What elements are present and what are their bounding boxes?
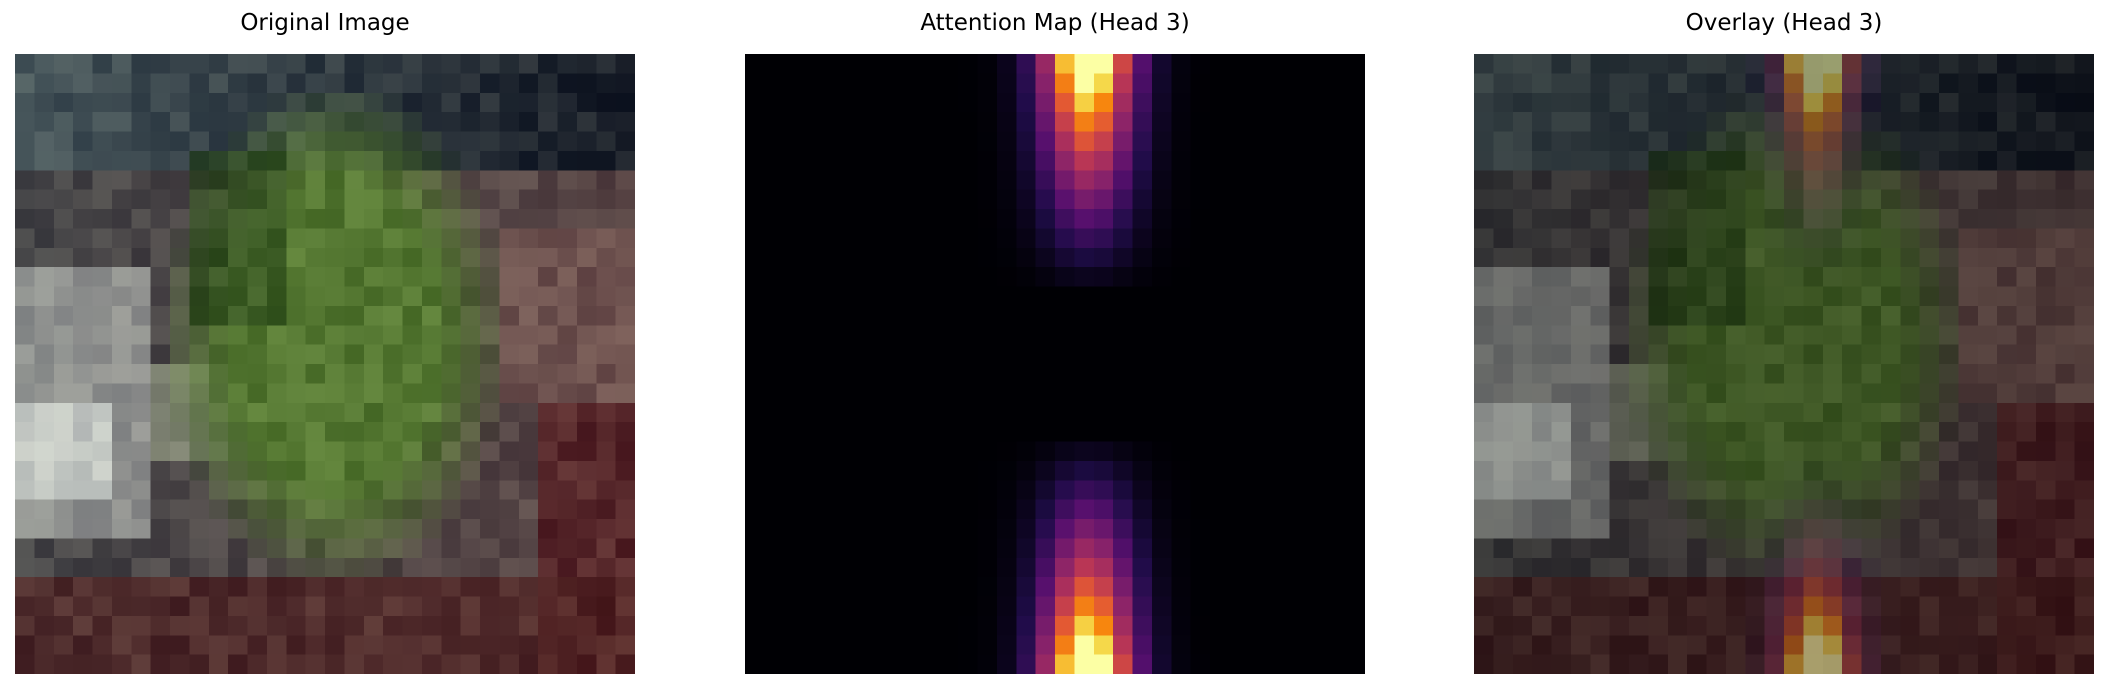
attention-heatmap — [745, 54, 1365, 674]
overlay-image — [1474, 54, 2094, 674]
original-image-title: Original Image — [240, 10, 410, 36]
original-image-panel: Original Image — [15, 0, 635, 688]
original-image — [15, 54, 635, 674]
overlay-panel: Overlay (Head 3) — [1474, 0, 2094, 688]
attention-map-title: Attention Map (Head 3) — [920, 10, 1190, 36]
overlay-title: Overlay (Head 3) — [1685, 10, 1883, 36]
attention-map-panel: Attention Map (Head 3) — [745, 0, 1365, 688]
